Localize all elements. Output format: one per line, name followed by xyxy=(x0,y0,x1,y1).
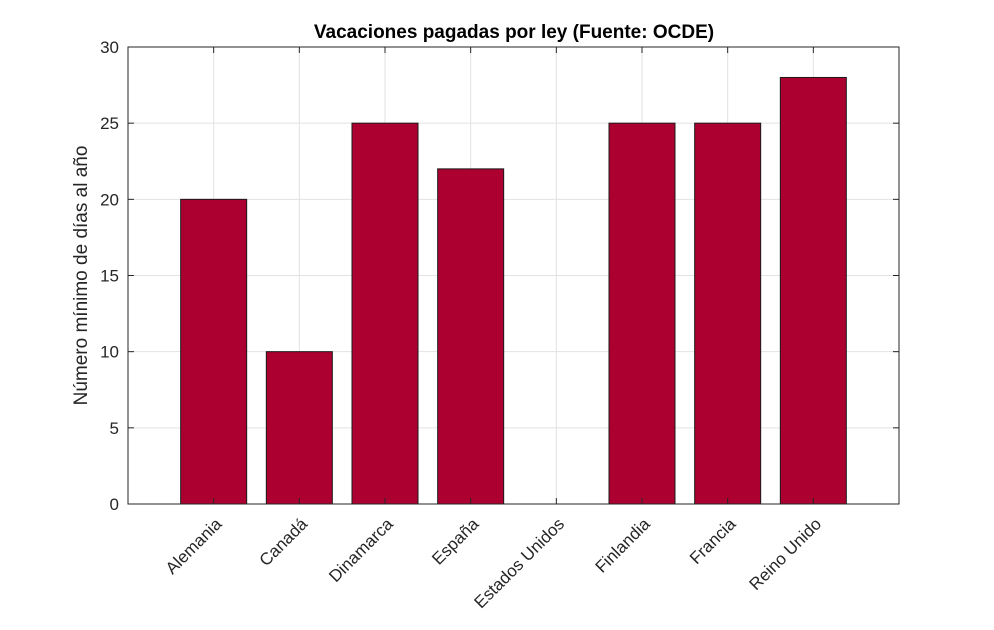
x-tick-label: Alemania xyxy=(162,514,226,578)
y-tick-label: 20 xyxy=(100,190,119,209)
x-tick-label: Reino Unido xyxy=(746,514,826,594)
bar-finlandia xyxy=(608,122,676,505)
x-tick-label: España xyxy=(428,514,483,569)
bar-dinamarca xyxy=(351,122,419,505)
y-tick-label: 10 xyxy=(100,343,119,362)
bar-canadá xyxy=(265,351,333,505)
x-tick-label: Finlandia xyxy=(592,514,655,577)
y-tick-label: 30 xyxy=(100,38,119,57)
bar-francia xyxy=(694,122,762,505)
bar-reino-unido xyxy=(779,76,847,505)
chart-title: Vacaciones pagadas por ley (Fuente: OCDE… xyxy=(314,22,714,43)
y-axis-label: Número mínimo de días al año xyxy=(71,146,92,406)
bar-alemania xyxy=(180,198,248,505)
x-tick-label: Estados Unidos xyxy=(471,514,569,612)
x-tick-label: Canadá xyxy=(256,514,312,570)
x-tick-label: Francia xyxy=(686,514,740,568)
bar-españa xyxy=(437,168,505,505)
y-axis: 0 5 10 15 20 25 30 xyxy=(100,38,899,514)
y-tick-label: 25 xyxy=(100,114,119,133)
y-tick-label: 0 xyxy=(110,495,119,514)
y-tick-label: 15 xyxy=(100,267,119,286)
y-tick-label: 5 xyxy=(110,419,119,438)
x-tick-label: Dinamarca xyxy=(325,514,397,586)
bars xyxy=(180,76,847,505)
